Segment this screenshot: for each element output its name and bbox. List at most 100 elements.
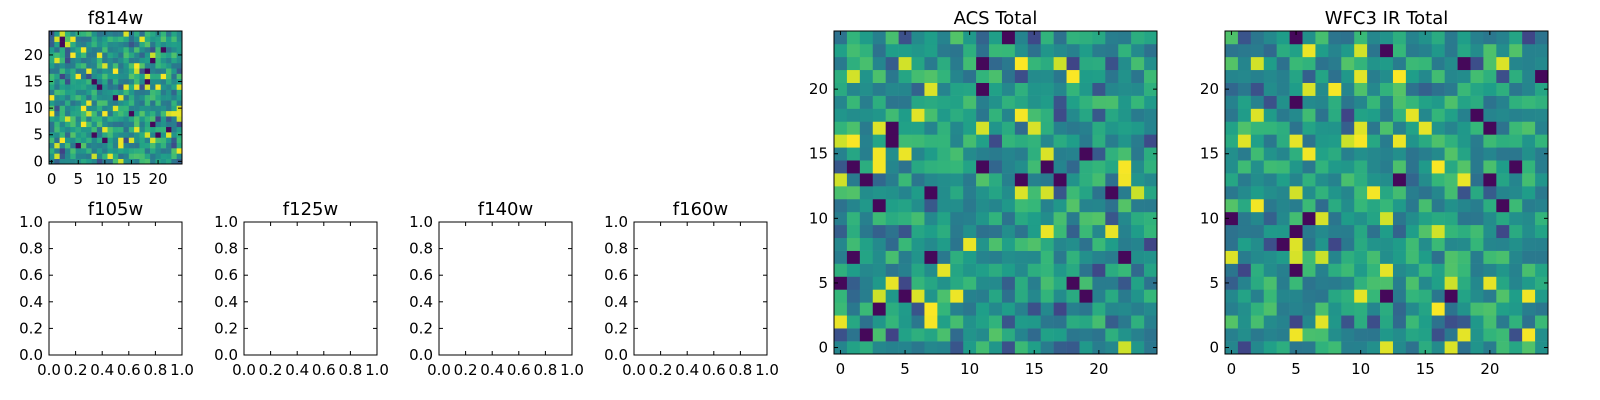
heatmap-cell [1276,186,1290,200]
heatmap-cell [96,137,103,144]
heatmap-cell [118,100,124,106]
heatmap-cell [1509,43,1523,58]
heatmap-cell [1014,147,1029,161]
heatmap-cell [1328,186,1342,200]
heatmap-cell [1066,263,1080,277]
heatmap-cell [911,108,925,122]
heatmap-cell [86,94,92,101]
heatmap-cell [1328,31,1342,45]
heatmap-cell [1225,198,1239,213]
heatmap-cell [118,46,124,53]
heatmap-cell [155,62,162,69]
heatmap-cell [1040,121,1054,135]
heatmap-cell [54,78,60,85]
heatmap-cell [924,186,938,200]
heatmap-cell [1470,341,1484,355]
heatmap-cell [1457,147,1471,161]
heatmap-cell [1092,237,1106,251]
heatmap-cell [1105,237,1119,251]
heatmap-cell [872,147,886,161]
heatmap-cell [1144,69,1158,83]
heatmap-cell [963,341,977,355]
heatmap-cell [1079,108,1093,122]
heatmap-cell [171,153,177,159]
x-tick-label: 0.4 [675,361,699,379]
heatmap-cell [171,121,177,128]
heatmap-cell [1105,302,1119,316]
heatmap-cell [1237,328,1252,342]
heatmap-cell [176,68,183,74]
heatmap-cell [950,198,964,213]
heatmap-cell [1315,108,1329,122]
heatmap-cell [64,137,71,144]
heatmap-cell [898,224,912,239]
heatmap-cell [846,211,861,226]
y-tick-label: 0.6 [214,266,238,284]
heatmap-cell [1535,95,1549,109]
wfc3-ir-total-cells [1225,31,1549,355]
heatmap-cell [950,134,964,148]
heatmap-cell [1367,95,1381,109]
heatmap-cell [1289,289,1303,303]
heatmap-cell [963,198,977,213]
heatmap-cell [1367,250,1381,264]
heatmap-cell [1105,224,1119,239]
x-tick-label: 0.2 [259,361,283,379]
heatmap-cell [1418,198,1433,213]
heatmap-cell [49,100,55,106]
heatmap-cell [1302,31,1316,45]
x-tick-label: 1.0 [560,361,584,379]
heatmap-cell [1457,224,1471,239]
heatmap-cell [139,137,146,144]
heatmap-cell [834,69,848,83]
heatmap-cell [1380,31,1394,45]
heatmap-cell [976,108,990,122]
heatmap-cell [49,153,55,159]
heatmap-cell [80,121,87,128]
heatmap-cell [160,158,167,165]
heatmap-cell [1276,147,1290,161]
heatmap-cell [1250,173,1265,187]
heatmap-cell [911,43,925,58]
heatmap-cell [1144,121,1158,135]
heatmap-cell [1367,263,1381,277]
heatmap-cell [1457,134,1471,148]
heatmap-cell [70,116,76,122]
heatmap-cell [70,100,76,106]
heatmap-cell [139,100,146,106]
heatmap-cell [91,36,98,42]
heatmap-cell [872,289,886,303]
heatmap-cell [64,153,71,159]
heatmap-cell [166,105,172,112]
heatmap-cell [1392,263,1407,277]
heatmap-cell [160,31,167,37]
heatmap-cell [75,110,82,117]
heatmap-cell [950,250,964,264]
heatmap-cell [1118,341,1132,355]
heatmap-cell [963,43,977,58]
heatmap-cell [1144,198,1158,213]
heatmap-cell [70,84,76,90]
heatmap-cell [976,237,990,251]
heatmap-cell [1250,121,1265,135]
heatmap-cell [1001,289,1016,303]
heatmap-cell [75,41,82,48]
heatmap-cell [1341,341,1355,355]
heatmap-cell [112,100,119,106]
heatmap-cell [1535,56,1549,71]
heatmap-cell [1118,43,1132,58]
heatmap-cell [80,132,87,138]
heatmap-cell [950,315,964,329]
heatmap-cell [1302,43,1316,58]
heatmap-cell [885,160,899,174]
heatmap-cell [1522,328,1536,342]
heatmap-cell [1380,56,1394,71]
heatmap-cell [1444,211,1458,226]
heatmap-cell [1276,69,1290,83]
heatmap-cell [134,73,140,80]
heatmap-cell [1079,250,1093,264]
heatmap-cell [1001,108,1016,122]
heatmap-cell [1302,56,1316,71]
heatmap-cell [134,132,140,138]
heatmap-cell [1496,237,1510,251]
